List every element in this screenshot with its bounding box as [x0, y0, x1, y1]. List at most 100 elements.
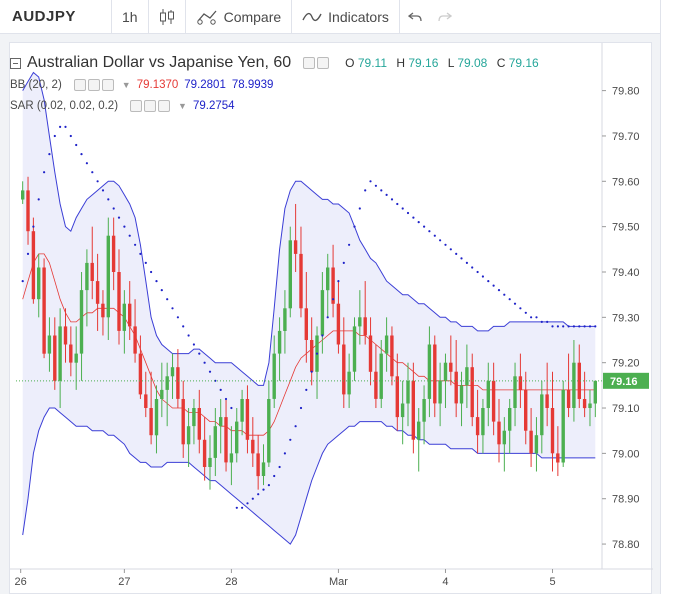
gear-icon[interactable] [317, 57, 330, 69]
indicators-label: Indicators [328, 8, 389, 25]
candle-body [58, 326, 62, 381]
candle-body [288, 240, 292, 309]
candle-body [486, 380, 490, 408]
eye-icon[interactable] [130, 99, 143, 112]
candle-body [336, 303, 341, 345]
candle-body [299, 253, 303, 309]
candle-body [406, 380, 410, 404]
sar-dot [342, 261, 345, 264]
gear-icon[interactable] [87, 78, 100, 91]
candle-body [176, 367, 180, 399]
gear-icon[interactable] [144, 99, 157, 112]
sar-dot [128, 234, 131, 237]
sar-controls[interactable] [130, 99, 171, 112]
candle-body [352, 326, 357, 372]
candle-body [342, 344, 346, 395]
symbol-search-button[interactable]: AUDJPY [0, 0, 112, 34]
sar-dot [588, 325, 592, 328]
sar-dot [337, 280, 340, 283]
candle-body [395, 376, 399, 418]
candle-body [186, 426, 191, 445]
bb-label: BB (20, 2) [10, 78, 62, 91]
legend-bb-row: BB (20, 2) ▼ 79.1370 79.2801 78.9939 [10, 74, 545, 95]
sar-dot [107, 198, 110, 201]
sar-dot [48, 153, 51, 156]
close-label: C [496, 56, 506, 70]
candle-body [160, 389, 164, 399]
undo-button[interactable] [400, 0, 430, 34]
candle-body [459, 385, 464, 404]
sar-dot [241, 506, 244, 509]
candle-body [283, 308, 287, 331]
eye-icon[interactable] [303, 57, 316, 69]
close-icon[interactable] [158, 99, 171, 112]
sar-dot [32, 225, 35, 228]
redo-button[interactable] [430, 0, 460, 34]
sar-dot [101, 189, 105, 192]
candle-body [475, 417, 480, 436]
open-value: 79.11 [357, 56, 387, 70]
close-icon[interactable] [101, 78, 114, 91]
candle-body [577, 362, 581, 399]
price-tick-label: 79.20 [612, 358, 640, 370]
candle-body [561, 389, 565, 463]
compare-button[interactable]: Compare [186, 0, 293, 34]
sar-dot [85, 162, 88, 165]
candle-body [267, 399, 271, 463]
sar-dot [423, 225, 426, 228]
sar-dot [401, 207, 404, 210]
candle-body [529, 430, 533, 454]
candle-body [106, 235, 110, 318]
sar-dot [562, 325, 565, 328]
collapse-legend-icon[interactable] [10, 57, 21, 69]
chart-pane[interactable]: 79.80 79.70 79.60 79.50 79.40 79.30 79.20 79.10… [9, 42, 653, 594]
candle-body [502, 430, 506, 445]
candle-body [326, 267, 330, 291]
sar-dot [117, 216, 121, 219]
sar-dot [262, 488, 265, 491]
sar-label: SAR (0.02, 0.02, 0.2) [10, 99, 119, 112]
eye-icon[interactable] [73, 78, 86, 91]
interval-button[interactable]: 1h [112, 0, 149, 34]
sar-dot [224, 397, 228, 401]
sar-dot [540, 320, 543, 323]
sar-dot [513, 302, 517, 305]
bb-controls[interactable] [73, 78, 114, 91]
chart-style-button[interactable] [149, 0, 186, 34]
candle-body [122, 303, 126, 331]
sar-dot [294, 425, 297, 428]
candle-body [53, 335, 57, 381]
symbol-label: AUDJPY [12, 8, 76, 25]
price-tick-label: 78.80 [612, 539, 640, 551]
sar-dot [139, 252, 142, 255]
time-tick-label: 4 [442, 576, 448, 588]
sar-dot [305, 388, 308, 391]
candle-body [363, 317, 367, 336]
bb-lower-value: 78.9939 [231, 78, 274, 91]
price-chart[interactable]: 79.80 79.70 79.60 79.50 79.40 79.30 79.20 79.10… [10, 43, 653, 594]
sar-dot [187, 334, 190, 337]
candle-body [433, 344, 437, 404]
indicators-button[interactable]: Indicators [292, 0, 400, 34]
sar-dot [112, 207, 115, 210]
chevron-down-icon[interactable]: ▼ [178, 100, 187, 111]
series-controls[interactable] [303, 57, 330, 69]
candle-body [69, 344, 73, 363]
sar-dot [214, 379, 217, 382]
sar-dot [465, 261, 468, 264]
chevron-down-icon[interactable]: ▼ [121, 79, 131, 90]
sar-dot [69, 134, 72, 138]
candle-body [465, 367, 469, 386]
sar-dot [481, 275, 484, 278]
sar-dot [460, 257, 463, 260]
sar-dot [144, 261, 147, 264]
candle-body [513, 376, 517, 408]
interval-label: 1h [122, 8, 138, 25]
candle-body [219, 417, 223, 427]
candle-body [181, 399, 185, 445]
candle-body [545, 394, 549, 408]
sar-dot [380, 189, 383, 192]
price-tick-label: 79.30 [612, 312, 640, 324]
candle-body [192, 408, 196, 427]
sar-dot [123, 225, 126, 228]
